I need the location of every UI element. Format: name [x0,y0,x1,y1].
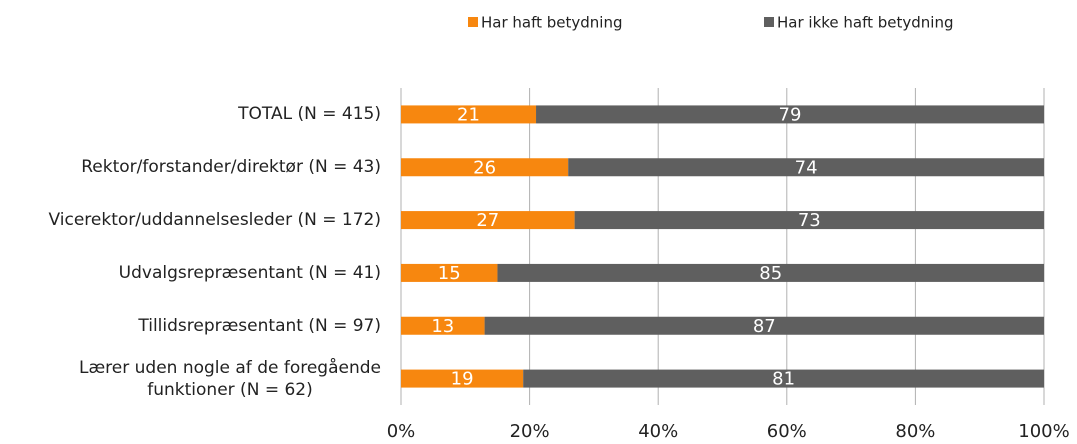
bar-segment [401,158,569,177]
bar-segment [523,369,1044,388]
y-tick-label: Vicerektor/uddannelsesleder (N = 172) [48,210,381,231]
data-label: 81 [772,369,795,390]
y-tick-label: Tillidsrepræsentant (N = 97) [138,315,381,336]
x-tick-label: 80% [895,421,935,442]
data-label: 15 [438,263,461,284]
x-tick-label: 40% [638,421,678,442]
data-label: 79 [779,104,802,125]
bar-segment [574,211,1044,230]
bar-segment [401,263,498,282]
y-tick-label: Rektor/forstander/direktør (N = 43) [81,157,381,178]
data-label: 21 [457,104,480,125]
bar-segment [536,105,1044,124]
bar-segment [497,263,1044,282]
data-label: 74 [795,157,818,178]
legend-swatch [764,17,774,27]
legend-swatch [468,17,478,27]
data-label: 87 [753,316,776,337]
legend-label: Har haft betydning [481,14,623,32]
x-tick-label: 0% [387,421,416,442]
data-label: 19 [451,369,474,390]
data-label: 85 [759,263,782,284]
bar-segment [401,316,485,335]
y-tick-label: Udvalgsrepræsentant (N = 41) [118,262,381,283]
bar-segment [401,105,537,124]
legend-label: Har ikke haft betydning [777,14,954,32]
data-label: 26 [473,157,496,178]
data-label: 13 [431,316,454,337]
bar-segment [401,211,575,230]
y-tick-label: Lærer uden nogle af de foregående funkti… [79,357,381,400]
bar-segment [568,158,1044,177]
data-label: 27 [476,210,499,231]
x-tick-label: 60% [767,421,807,442]
y-tick-label: TOTAL (N = 415) [238,104,381,125]
bar-segment [401,369,524,388]
x-tick-label: 20% [510,421,550,442]
bar-segment [484,316,1045,335]
x-tick-label: 100% [1018,421,1069,442]
data-label: 73 [798,210,821,231]
